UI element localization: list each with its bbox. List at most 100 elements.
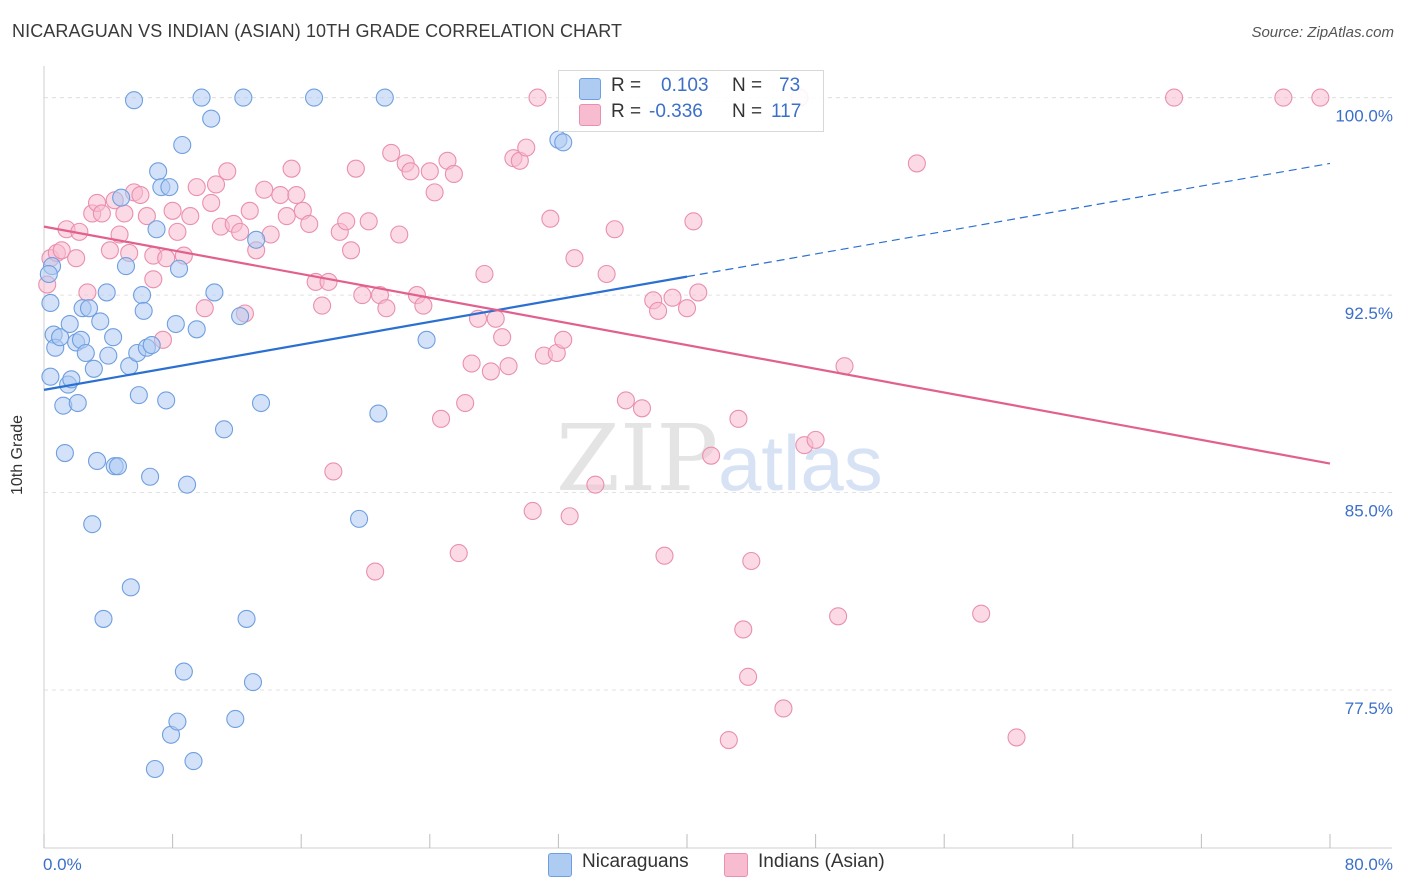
trendlines [43, 162, 1331, 465]
data-point [160, 178, 179, 197]
data-point [481, 362, 500, 381]
data-point [287, 185, 306, 205]
data-point [1274, 88, 1293, 107]
data-point [237, 609, 256, 628]
y-tick-label: 92.5% [1345, 304, 1393, 323]
data-point [319, 272, 338, 291]
data-point [173, 135, 192, 155]
data-point [300, 214, 319, 234]
data-point [649, 301, 668, 320]
data-point [255, 180, 274, 199]
data-point [166, 314, 185, 334]
data-point [541, 209, 560, 228]
data-point [243, 673, 263, 692]
legend-r-label: R = [611, 75, 642, 96]
data-point [124, 91, 144, 110]
data-point [91, 312, 110, 331]
data-point [806, 430, 825, 449]
data-point [145, 759, 164, 779]
data-point [206, 175, 226, 194]
data-point [137, 207, 156, 226]
data-point [313, 296, 332, 315]
data-point [350, 509, 369, 528]
data-point [382, 143, 401, 162]
data-point [353, 286, 372, 305]
data-point [78, 283, 97, 302]
data-point [972, 604, 991, 623]
x-tick-label: 0.0% [43, 855, 82, 874]
nicaraguans-points [39, 88, 573, 779]
legend-n-value: 73 [779, 75, 801, 96]
data-point [178, 475, 197, 494]
data-point [444, 164, 463, 184]
data-point [586, 475, 605, 494]
trendline-nicaraguans-extension [686, 162, 1331, 278]
data-point [231, 307, 250, 326]
data-point [79, 299, 99, 318]
data-point [168, 712, 187, 731]
data-point [829, 607, 848, 626]
data-point [341, 241, 361, 260]
data-point [346, 159, 365, 178]
data-point [168, 222, 187, 241]
data-point [41, 367, 60, 386]
x-tick-labels: 0.0% 80.0% [43, 855, 1393, 874]
data-point [184, 752, 203, 771]
data-point [369, 404, 388, 423]
data-point [142, 336, 161, 355]
data-point [134, 301, 153, 320]
data-point [677, 299, 697, 318]
y-tick-label: 100.0% [1335, 107, 1393, 126]
data-point [202, 109, 221, 128]
data-point [99, 346, 118, 365]
data-point [121, 578, 140, 597]
data-point [104, 328, 123, 347]
data-point [52, 241, 71, 260]
data-point [181, 207, 200, 226]
data-point [684, 212, 703, 231]
data-point [68, 393, 87, 413]
data-point [192, 88, 211, 107]
data-point [305, 88, 324, 107]
legend-r-value: -0.336 [649, 101, 703, 122]
data-point [282, 159, 301, 178]
data-point [632, 399, 652, 418]
data-point [271, 185, 290, 205]
legend-swatch-blue [579, 78, 601, 100]
watermark-atlas: atlas [718, 419, 883, 507]
data-point [432, 409, 451, 428]
data-point [605, 220, 624, 239]
bottom-swatch-blue [548, 853, 572, 877]
data-point [51, 328, 70, 347]
data-point [144, 270, 163, 289]
data-point [449, 544, 468, 563]
data-point [554, 330, 573, 349]
data-point [92, 204, 111, 223]
data-point [169, 259, 189, 278]
data-point [55, 444, 74, 463]
data-point [774, 699, 793, 718]
data-point [94, 609, 113, 628]
data-point [97, 283, 116, 302]
y-tick-label: 85.0% [1345, 502, 1393, 521]
data-point [41, 293, 60, 313]
data-point [366, 562, 385, 581]
data-point [163, 201, 182, 220]
data-point [377, 299, 396, 318]
indians-asian-points [38, 88, 1330, 750]
data-point [655, 546, 674, 565]
data-point [39, 264, 58, 284]
data-point [277, 207, 296, 226]
gridlines [44, 97, 1392, 691]
legend-swatch-pink [579, 104, 601, 126]
data-point [147, 220, 166, 239]
data-point [1007, 728, 1026, 747]
legend-n-value: 117 [771, 101, 802, 122]
data-point [187, 320, 206, 339]
trendline-indians [43, 225, 1331, 465]
legend-r-value: 0.103 [661, 75, 709, 96]
data-point [475, 264, 494, 284]
data-point [560, 507, 579, 526]
data-point [240, 201, 259, 220]
data-point [149, 162, 168, 181]
